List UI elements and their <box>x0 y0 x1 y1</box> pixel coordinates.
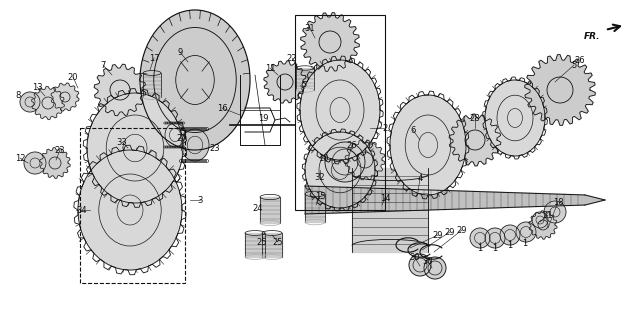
Text: 7: 7 <box>100 60 105 69</box>
Text: 8: 8 <box>15 91 20 100</box>
Polygon shape <box>94 64 146 116</box>
Text: 29: 29 <box>445 228 455 236</box>
Text: 29: 29 <box>433 230 443 239</box>
Bar <box>295 15 385 210</box>
Text: 1: 1 <box>522 238 528 247</box>
Text: 26: 26 <box>574 55 585 65</box>
Text: 23: 23 <box>210 143 220 153</box>
Text: 1: 1 <box>507 241 512 250</box>
Ellipse shape <box>424 257 446 279</box>
Polygon shape <box>525 55 596 125</box>
Text: 11: 11 <box>265 63 275 73</box>
Text: 4: 4 <box>417 173 422 182</box>
Polygon shape <box>264 61 306 103</box>
Ellipse shape <box>24 152 46 174</box>
Bar <box>305 194 325 222</box>
Text: 1: 1 <box>477 244 482 252</box>
Text: FR.: FR. <box>583 32 600 41</box>
Bar <box>262 233 282 257</box>
Text: 5: 5 <box>571 60 576 69</box>
Ellipse shape <box>165 123 185 147</box>
Bar <box>245 233 265 257</box>
Ellipse shape <box>485 228 505 248</box>
Ellipse shape <box>140 10 250 150</box>
Text: 13: 13 <box>32 83 42 92</box>
Ellipse shape <box>300 60 380 160</box>
Polygon shape <box>305 186 605 214</box>
Ellipse shape <box>470 228 490 248</box>
Polygon shape <box>51 83 79 111</box>
Text: 6: 6 <box>410 125 416 134</box>
Text: 3: 3 <box>197 196 203 204</box>
Polygon shape <box>40 148 70 178</box>
Ellipse shape <box>485 80 545 156</box>
Text: 32: 32 <box>314 172 325 181</box>
Ellipse shape <box>78 150 182 270</box>
Text: 1: 1 <box>493 244 498 252</box>
Text: 30: 30 <box>410 253 420 262</box>
Ellipse shape <box>500 225 520 245</box>
Text: 20: 20 <box>68 73 78 82</box>
Text: 15: 15 <box>315 191 325 201</box>
Polygon shape <box>449 114 501 166</box>
Text: 26: 26 <box>347 140 357 149</box>
Ellipse shape <box>516 222 536 242</box>
Text: 9: 9 <box>178 47 183 57</box>
Text: 14: 14 <box>380 194 390 203</box>
Polygon shape <box>31 86 65 120</box>
Text: 24: 24 <box>253 204 263 212</box>
Bar <box>260 197 280 223</box>
Text: 33: 33 <box>117 138 127 147</box>
Text: 28: 28 <box>470 114 481 123</box>
Text: 18: 18 <box>553 197 564 206</box>
Ellipse shape <box>409 254 431 276</box>
Text: 23: 23 <box>55 146 65 155</box>
Text: 27: 27 <box>177 133 187 142</box>
Ellipse shape <box>87 93 183 203</box>
Text: 25: 25 <box>273 237 283 246</box>
Ellipse shape <box>20 92 40 112</box>
Ellipse shape <box>181 129 209 161</box>
Text: 16: 16 <box>217 103 227 113</box>
Text: 19: 19 <box>258 114 268 123</box>
Bar <box>352 168 428 252</box>
Bar <box>296 68 314 90</box>
Ellipse shape <box>305 132 375 208</box>
Text: 25: 25 <box>257 237 267 246</box>
Ellipse shape <box>532 212 548 228</box>
Polygon shape <box>300 12 359 71</box>
Ellipse shape <box>544 201 566 223</box>
Polygon shape <box>345 140 385 180</box>
Polygon shape <box>529 211 557 239</box>
Text: 34: 34 <box>77 205 88 214</box>
Text: 10: 10 <box>318 154 328 163</box>
Ellipse shape <box>325 142 365 182</box>
Text: 21: 21 <box>543 211 553 220</box>
Text: 12: 12 <box>15 154 26 163</box>
Text: 29: 29 <box>457 226 467 235</box>
Ellipse shape <box>390 95 466 195</box>
Text: 31: 31 <box>305 23 315 33</box>
Text: 22: 22 <box>287 53 297 62</box>
Text: 30: 30 <box>422 258 433 267</box>
Bar <box>143 73 161 97</box>
Text: 17: 17 <box>149 53 159 62</box>
Text: 2: 2 <box>382 124 388 132</box>
